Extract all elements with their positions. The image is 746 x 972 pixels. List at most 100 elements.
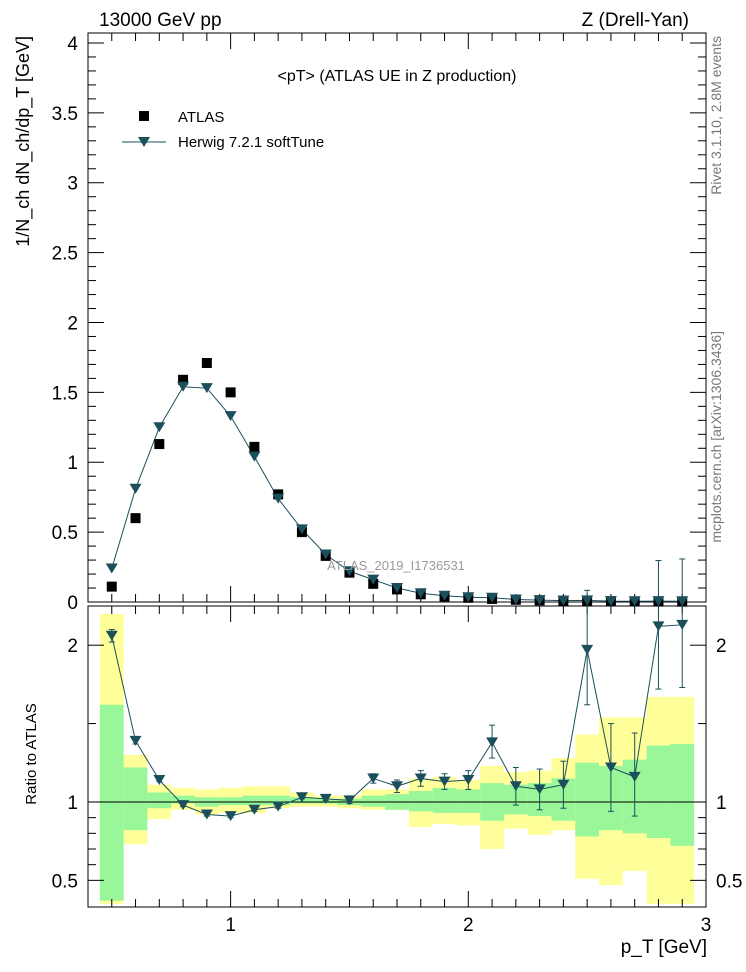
ratio-point [581,644,594,655]
ratio-point [319,793,332,804]
ratio-point [295,792,308,803]
atlas-data-point [106,581,117,592]
analysis-label: ATLAS_2019_I1736531 [327,558,465,573]
main-y-tick-label: 3.5 [52,104,78,125]
legend: ATLAS Herwig 7.2.1 softTune [122,109,324,151]
herwig-point [391,583,403,594]
ratio-y-tick-label-right: 1 [716,793,727,814]
ratio-x-tick-label: 3 [701,915,712,936]
main-y-tick-label: 1.5 [52,383,78,404]
legend-atlas-marker [139,111,149,121]
herwig-point [462,592,475,603]
energy-label: 13000 GeV pp [99,10,222,31]
ratio-y-tick-label: 2 [67,636,78,657]
ratio-band-inner-bin [432,787,457,813]
main-y-tick-label: 2 [67,313,78,334]
ratio-band-inner-bin [171,795,195,804]
ratio-point [652,621,665,632]
herwig-point [509,594,522,605]
main-y-tick-label: 2.5 [52,244,78,265]
ratio-band-inner-bin [575,762,600,837]
ratio-band-inner-bin [266,795,291,806]
ratio-band-inner-bin [361,795,386,807]
ratio-point [462,775,475,786]
ratio-x-tick-label: 1 [225,915,236,936]
ratio-point [533,784,546,795]
ratio-band-inner-bin [218,797,243,806]
herwig-point [224,411,237,422]
ratio-point [438,776,451,787]
main-y-tick-label: 0 [67,593,78,614]
ratio-point [153,775,166,786]
atlas-data-point [249,441,260,452]
chart-title: <pT> (ATLAS UE in Z production) [278,68,517,85]
ratio-point [676,619,689,630]
herwig-point [367,574,380,585]
top-band-layer [99,613,695,904]
herwig-point [319,549,332,560]
main-y-tick-label: 4 [67,34,78,55]
main-y-axis-title: 1/N_ch dN_ch/dp_T [GeV] [13,36,34,247]
ratio-band-inner-bin [123,767,148,831]
rivet-label: Rivet 3.1.10, 2.8M events [708,36,724,195]
x-axis-title: p_T [GeV] [621,937,707,958]
ratio-point [486,737,499,748]
ratio-band-inner-bin [646,745,671,839]
herwig-point [105,563,118,574]
herwig-point [438,590,451,601]
ratio-band-inner-bin [147,792,172,809]
herwig-point [153,422,166,433]
herwig-point [248,451,261,462]
main-y-tick-label: 3 [67,174,78,195]
atlas-data-point [178,374,189,385]
ratio-point [200,809,213,820]
ratio-point [604,762,617,773]
herwig-point [486,592,499,603]
ratio-band-inner-bin [456,789,481,813]
ratio-y-axis-title: Ratio to ATLAS [23,703,40,804]
atlas-data-point [154,439,165,450]
mcplots-label: mcplots.cern.ch [arXiv:1306.3436] [708,331,724,543]
herwig-point [343,566,356,577]
ratio-y-tick-label: 1 [67,793,78,814]
ratio-point [177,800,190,811]
ratio-y-tick-label-right: 2 [716,636,727,657]
ratio-point [272,801,285,812]
ratio-y-tick-label: 0.5 [52,871,78,892]
atlas-data-point [225,387,236,398]
ratio-y-tick-label-right: 0.5 [716,871,742,892]
herwig-point [533,595,546,606]
ratio-point [628,771,641,782]
legend-atlas-label: ATLAS [178,109,224,126]
ratio-point [343,795,356,806]
herwig-point [604,596,617,607]
herwig-point [628,596,641,607]
herwig-point [295,524,308,535]
ratio-point [509,781,522,792]
herwig-point [557,595,570,606]
atlas-data-point [130,513,141,524]
ratio-point [391,781,403,792]
herwig-point [414,588,427,599]
ratio-point [367,773,380,784]
axis-tick-labels: 0 0.5 1 1.5 2 2.5 3 3.5 4 1 2 3 0.5 0.5 1 1 2 2 [52,34,743,936]
ratio-panel-marks [88,558,706,822]
atlas-data-point [201,358,212,369]
ratio-point [224,811,237,822]
ratio-band-inner-bin [242,795,267,806]
main-y-tick-label: 1 [67,453,78,474]
legend-herwig-label: Herwig 7.2.1 softTune [178,134,324,151]
ratio-point [414,773,427,784]
herwig-point [272,493,285,504]
axis-ticks [88,33,706,907]
herwig-point [200,383,213,394]
ratio-point [129,735,142,746]
main-y-tick-label: 0.5 [52,523,78,544]
ratio-band-inner-bin [99,704,124,901]
ratio-band-inner-bin [670,743,695,846]
herwig-point [129,483,142,494]
legend-herwig-marker [138,137,150,147]
ratio-point [248,804,261,815]
ratio-point [105,630,118,641]
